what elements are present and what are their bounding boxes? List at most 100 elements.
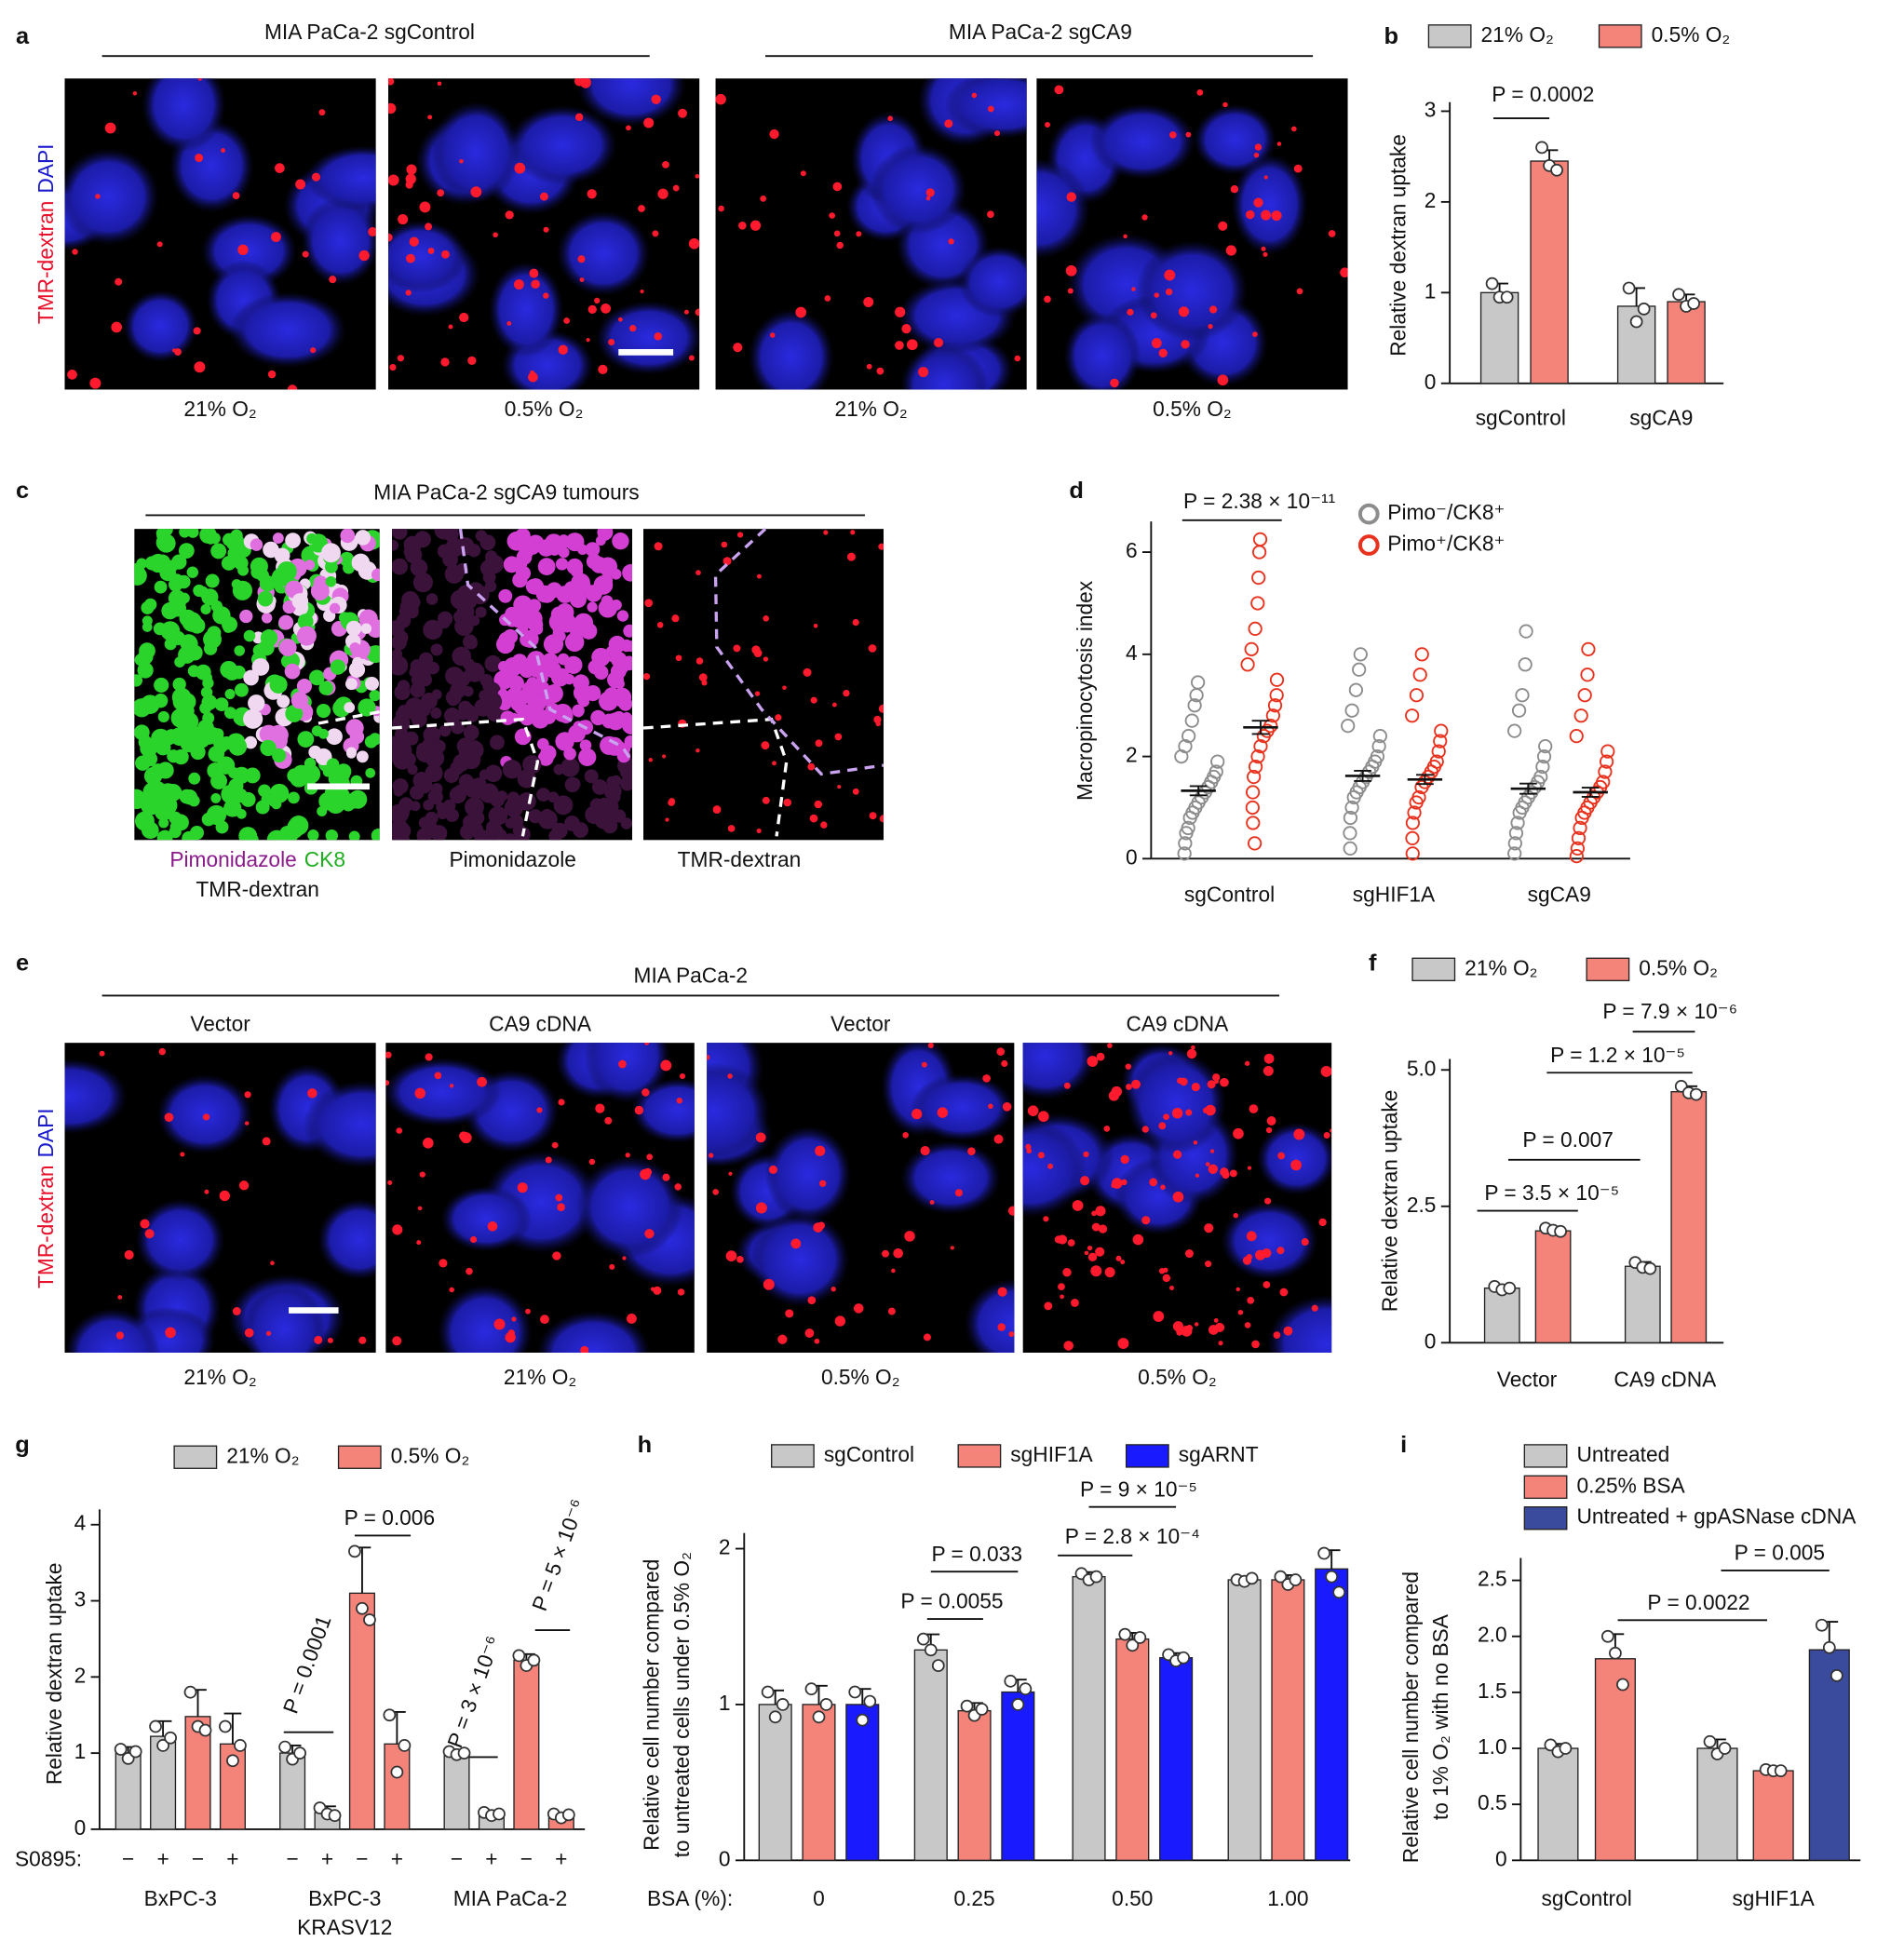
- dextran-puncta: [638, 205, 645, 212]
- cell: [434, 529, 454, 540]
- dextran-puncta: [439, 1259, 448, 1268]
- dextran-puncta: [911, 1108, 923, 1120]
- data-point: [1344, 703, 1359, 718]
- cell: [223, 622, 234, 633]
- dextran-puncta: [1044, 122, 1051, 128]
- cell: [355, 530, 371, 546]
- dextran-puncta: [814, 1338, 820, 1344]
- cell: [345, 719, 364, 737]
- cell: [154, 694, 169, 708]
- dextran-puncta: [1301, 1238, 1309, 1247]
- cell: [392, 740, 412, 761]
- dextran-puncta: [756, 573, 762, 579]
- cell: [506, 791, 520, 805]
- cell: [603, 782, 622, 801]
- dextran-puncta: [790, 1238, 802, 1249]
- dextran-puncta: [813, 1222, 824, 1233]
- replicate-point: [128, 1745, 142, 1759]
- replicate-point: [1629, 315, 1643, 329]
- dextran-puncta: [1178, 306, 1190, 317]
- dextran-puncta: [1066, 192, 1076, 202]
- bar: [1315, 1568, 1349, 1861]
- dextran-puncta: [668, 798, 676, 804]
- dextran-puncta: [662, 160, 669, 169]
- annotation: P = 0.0022: [1647, 1590, 1749, 1614]
- dextran-puncta: [144, 1229, 155, 1239]
- data-point: [1178, 836, 1193, 851]
- dextran-puncta: [1263, 1065, 1274, 1076]
- cell: [511, 654, 528, 670]
- nucleus: [910, 1073, 1015, 1141]
- dextran-puncta: [577, 255, 586, 263]
- data-point: [1343, 810, 1358, 826]
- x-tick-label: sgCA9: [1528, 882, 1591, 906]
- data-point: [1370, 748, 1385, 764]
- data-point: [1409, 688, 1425, 703]
- image-caption: 0.5% O₂: [821, 1365, 900, 1389]
- dextran-puncta: [1090, 1265, 1102, 1277]
- dextran-puncta: [761, 741, 770, 750]
- cell: [502, 760, 522, 779]
- cell: [445, 667, 465, 686]
- data-point: [1246, 769, 1262, 785]
- dextran-puncta: [846, 552, 856, 561]
- data-point: [1570, 841, 1586, 856]
- dextran-puncta: [878, 543, 884, 550]
- cell: [392, 819, 409, 837]
- cell: [173, 748, 189, 765]
- cell: [537, 539, 555, 557]
- dextran-puncta: [1263, 251, 1268, 257]
- dextran-puncta: [760, 195, 767, 202]
- dextran-puncta: [671, 614, 680, 623]
- bar: [758, 1704, 792, 1861]
- cell: [239, 609, 253, 624]
- cell: [622, 563, 632, 582]
- y-tick-label: 1.0: [1478, 1734, 1507, 1759]
- bar: [443, 1752, 470, 1830]
- cell: [237, 564, 249, 576]
- cell: [576, 694, 588, 706]
- cell: [425, 593, 439, 605]
- dextran-puncta: [646, 1153, 654, 1161]
- cell: [288, 791, 300, 804]
- dextran-puncta: [1196, 88, 1204, 96]
- cell: [326, 728, 343, 746]
- cell: [360, 623, 372, 634]
- y-tick-label: 2: [74, 1663, 87, 1687]
- dextran-puncta: [1263, 1281, 1271, 1288]
- dextran-puncta: [392, 1336, 402, 1346]
- x-tick-label: sgCA9: [1629, 406, 1693, 430]
- dextran-puncta: [993, 1134, 1004, 1144]
- cell: [518, 792, 536, 811]
- dextran-puncta: [644, 1043, 650, 1045]
- dextran-puncta: [1131, 287, 1136, 291]
- dextran-puncta: [1177, 1077, 1183, 1085]
- dextran-puncta: [389, 363, 397, 371]
- replicate-point: [1830, 1668, 1843, 1682]
- dextran-puncta: [449, 1084, 454, 1088]
- cell: [444, 564, 464, 584]
- cell: [418, 816, 431, 829]
- x-tick-label: Vector: [1497, 1368, 1558, 1392]
- dextran-puncta: [925, 188, 935, 197]
- dextran-puncta: [1253, 152, 1260, 158]
- dextran-puncta: [643, 117, 655, 128]
- nucleus: [64, 147, 159, 246]
- dextran-puncta: [1080, 1176, 1090, 1186]
- dextran-puncta: [1002, 1102, 1012, 1112]
- dextran-puncta: [543, 292, 549, 299]
- cell: [182, 830, 196, 841]
- data-point: [1569, 729, 1584, 744]
- dextran-puncta: [594, 297, 601, 304]
- dextran-puncta: [1104, 1267, 1115, 1278]
- dextran-puncta: [643, 673, 651, 681]
- dextran-puncta: [804, 1328, 815, 1338]
- replicate-point: [819, 1698, 833, 1711]
- dextran-puncta: [809, 814, 818, 823]
- dextran-puncta: [754, 691, 761, 696]
- cell: [496, 790, 508, 802]
- image-caption: Pimonidazole: [449, 847, 575, 871]
- cell: [585, 805, 603, 825]
- cell: [164, 638, 177, 651]
- dextran-puncta: [1153, 1311, 1165, 1322]
